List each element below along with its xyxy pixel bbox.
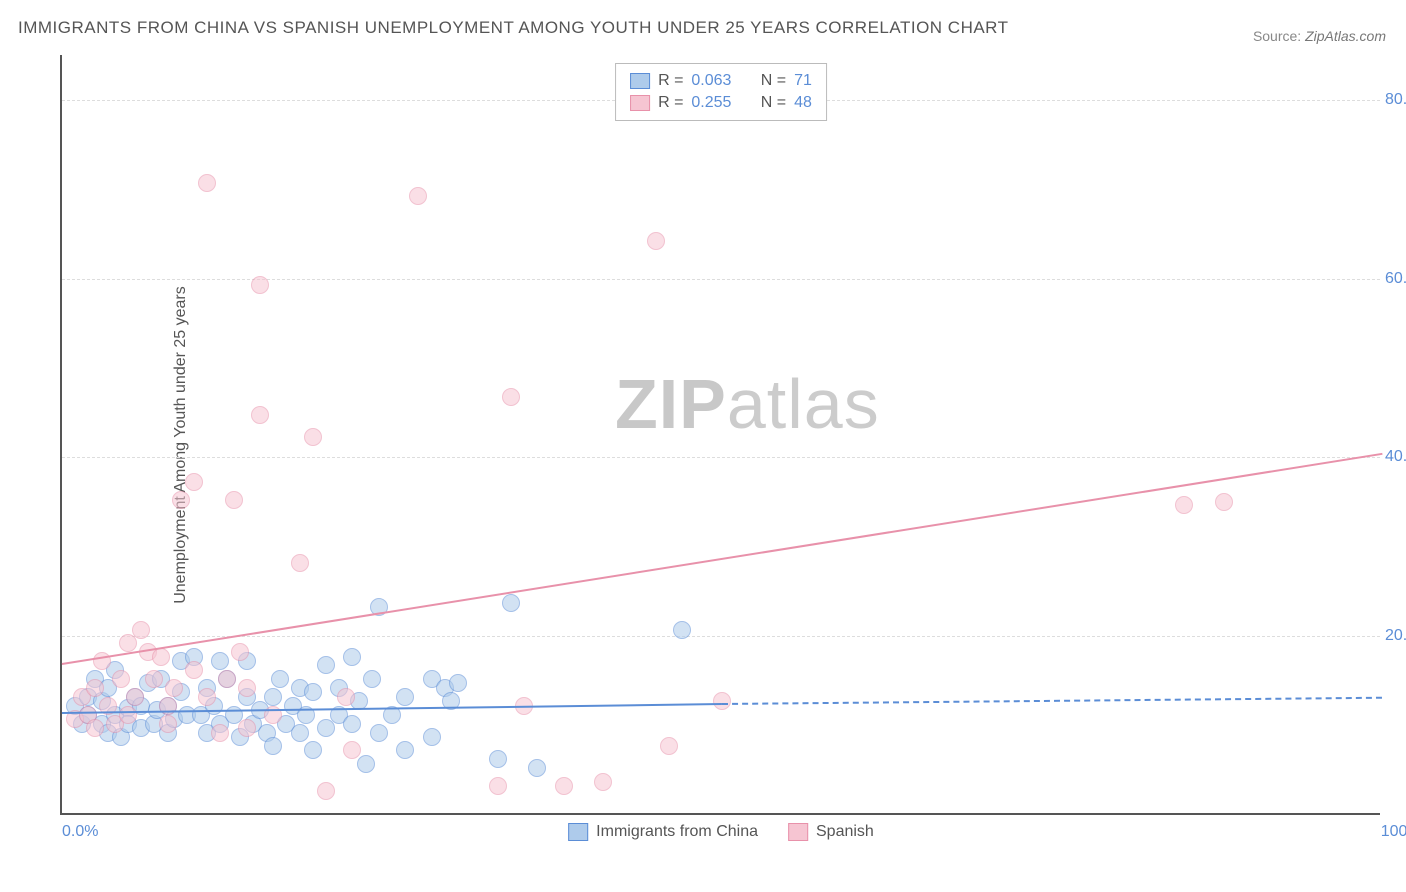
data-point xyxy=(660,737,678,755)
data-point xyxy=(86,719,104,737)
data-point xyxy=(225,491,243,509)
data-point xyxy=(370,724,388,742)
source-attribution: Source: ZipAtlas.com xyxy=(1253,28,1386,44)
data-point xyxy=(713,692,731,710)
legend-stats: R = 0.063 N = 71R = 0.255 N = 48 xyxy=(615,63,827,121)
data-point xyxy=(357,755,375,773)
data-point xyxy=(86,679,104,697)
x-tick-left: 0.0% xyxy=(62,823,98,841)
data-point xyxy=(489,777,507,795)
legend-swatch xyxy=(630,95,650,111)
y-tick-label: 20.0% xyxy=(1385,627,1406,645)
data-point xyxy=(165,679,183,697)
data-point xyxy=(304,683,322,701)
y-tick-label: 40.0% xyxy=(1385,448,1406,466)
trend-line xyxy=(62,453,1382,665)
legend-n-label: N = xyxy=(761,70,786,92)
trend-line xyxy=(722,697,1382,705)
data-point xyxy=(343,715,361,733)
data-point xyxy=(291,554,309,572)
data-point xyxy=(594,773,612,791)
watermark: ZIPatlas xyxy=(615,364,880,444)
legend-stats-row: R = 0.255 N = 48 xyxy=(630,92,812,114)
data-point xyxy=(185,473,203,491)
grid-line xyxy=(62,457,1380,458)
data-point xyxy=(238,679,256,697)
data-point xyxy=(396,688,414,706)
data-point xyxy=(211,724,229,742)
data-point xyxy=(238,719,256,737)
legend-stats-row: R = 0.063 N = 71 xyxy=(630,70,812,92)
legend-r-value: 0.063 xyxy=(691,70,731,92)
y-tick-label: 80.0% xyxy=(1385,91,1406,109)
data-point xyxy=(673,621,691,639)
data-point xyxy=(423,728,441,746)
data-point xyxy=(185,661,203,679)
source-label: Source: xyxy=(1253,28,1301,44)
data-point xyxy=(555,777,573,795)
data-point xyxy=(528,759,546,777)
data-point xyxy=(489,750,507,768)
data-point xyxy=(271,670,289,688)
data-point xyxy=(337,688,355,706)
data-point xyxy=(119,634,137,652)
data-point xyxy=(304,741,322,759)
data-point xyxy=(251,406,269,424)
legend-series-item: Spanish xyxy=(788,823,874,841)
data-point xyxy=(211,652,229,670)
legend-swatch xyxy=(788,823,808,841)
data-point xyxy=(126,688,144,706)
watermark-light: atlas xyxy=(727,365,880,443)
data-point xyxy=(449,674,467,692)
chart-area: Unemployment Among Youth under 25 years … xyxy=(50,55,1390,835)
source-value: ZipAtlas.com xyxy=(1305,28,1386,44)
data-point xyxy=(1175,496,1193,514)
y-tick-label: 60.0% xyxy=(1385,270,1406,288)
data-point xyxy=(343,741,361,759)
legend-series-item: Immigrants from China xyxy=(568,823,758,841)
data-point xyxy=(396,741,414,759)
data-point xyxy=(343,648,361,666)
legend-r-label: R = xyxy=(658,92,683,114)
data-point xyxy=(317,782,335,800)
data-point xyxy=(251,276,269,294)
data-point xyxy=(218,670,236,688)
legend-series: Immigrants from China Spanish xyxy=(568,823,874,841)
legend-n-value: 48 xyxy=(794,92,812,114)
data-point xyxy=(172,491,190,509)
data-point xyxy=(119,706,137,724)
data-point xyxy=(502,388,520,406)
watermark-bold: ZIP xyxy=(615,365,727,443)
data-point xyxy=(317,656,335,674)
data-point xyxy=(112,670,130,688)
x-tick-right: 100.0% xyxy=(1381,823,1406,841)
data-point xyxy=(198,174,216,192)
legend-series-label: Immigrants from China xyxy=(596,823,758,841)
data-point xyxy=(1215,493,1233,511)
grid-line xyxy=(62,636,1380,637)
legend-r-label: R = xyxy=(658,70,683,92)
data-point xyxy=(145,670,163,688)
data-point xyxy=(132,621,150,639)
legend-swatch xyxy=(568,823,588,841)
data-point xyxy=(231,643,249,661)
plot-region: ZIPatlas 20.0%40.0%60.0%80.0%0.0%100.0%R… xyxy=(60,55,1380,815)
data-point xyxy=(159,715,177,733)
legend-n-value: 71 xyxy=(794,70,812,92)
legend-r-value: 0.255 xyxy=(691,92,731,114)
data-point xyxy=(317,719,335,737)
chart-title: IMMIGRANTS FROM CHINA VS SPANISH UNEMPLO… xyxy=(18,18,1009,38)
legend-swatch xyxy=(630,73,650,89)
data-point xyxy=(647,232,665,250)
data-point xyxy=(264,688,282,706)
legend-n-label: N = xyxy=(761,92,786,114)
data-point xyxy=(304,428,322,446)
data-point xyxy=(264,737,282,755)
data-point xyxy=(198,688,216,706)
data-point xyxy=(291,724,309,742)
data-point xyxy=(409,187,427,205)
legend-series-label: Spanish xyxy=(816,823,874,841)
data-point xyxy=(363,670,381,688)
data-point xyxy=(502,594,520,612)
